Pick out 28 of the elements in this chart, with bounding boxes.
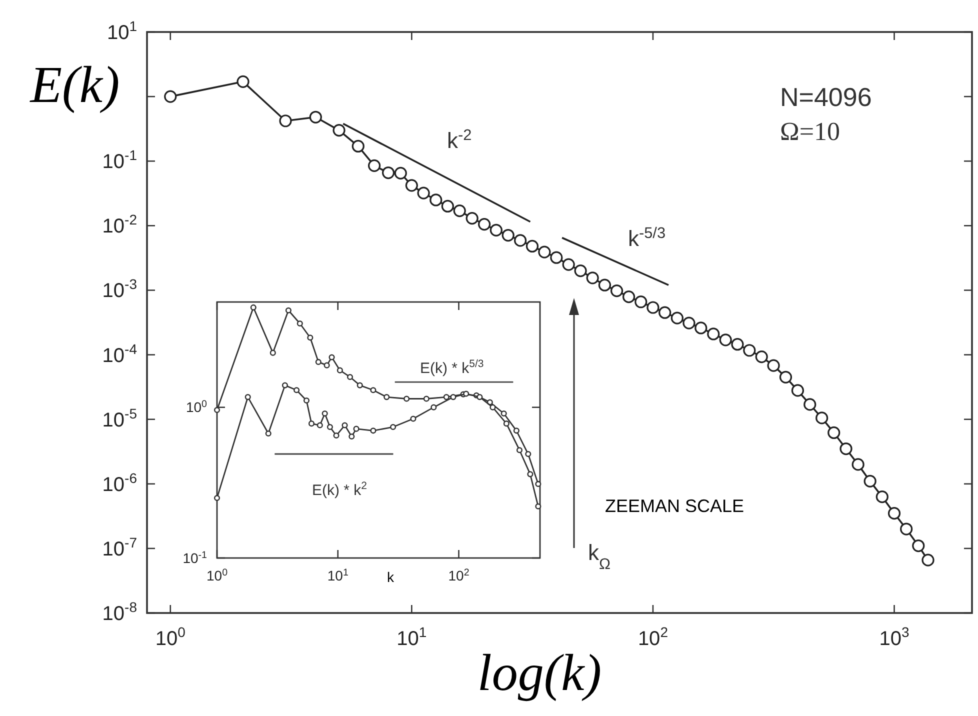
- annotation: E(k) * k$^{5/3}$: [420, 358, 484, 377]
- x-tick-label: 10$^{0}$: [155, 624, 186, 650]
- y-tick-label: 10$^{-3}$: [102, 276, 138, 302]
- x-axis-title: k: [387, 568, 395, 585]
- y-tick-label: 10$^{-8}$: [102, 599, 138, 625]
- y-tick-label: 10$^{-1}$: [182, 549, 207, 566]
- annotation: Ω=10: [780, 117, 840, 146]
- y-tick-label: 10$^{-1}$: [102, 147, 138, 174]
- y-tick-label: 10$^{-5}$: [102, 405, 138, 432]
- y-tick-label: 10$^{1}$: [106, 18, 138, 44]
- y-tick-label: 10$^{-4}$: [102, 340, 138, 367]
- x-tick-label: 10$^{3}$: [879, 624, 910, 650]
- annotation: k$^{-5/3}$: [628, 224, 666, 251]
- y-tick-label: 10$^{-7}$: [102, 534, 138, 560]
- annotation: ZEEMAN SCALE: [605, 496, 744, 516]
- annotation: k$^{-2}$: [447, 126, 472, 153]
- x-axis-title: log(k): [477, 645, 602, 702]
- y-tick-label: 10$^{-6}$: [102, 470, 138, 496]
- annotation: E(k) * k$^{2}$: [312, 480, 368, 499]
- y-tick-label: 10$^{-2}$: [102, 212, 138, 238]
- x-tick-label: 10$^{1}$: [396, 624, 427, 650]
- x-tick-label: 10$^{2}$: [638, 624, 668, 650]
- annotation: k$_{Ω}$: [588, 540, 611, 572]
- x-tick-label: 10$^{1}$: [327, 566, 348, 584]
- y-axis-title: E(k): [29, 57, 120, 114]
- annotation: N=4096: [780, 82, 872, 112]
- x-tick-label: 10$^{0}$: [206, 566, 228, 584]
- x-tick-label: 10$^{2}$: [448, 566, 470, 584]
